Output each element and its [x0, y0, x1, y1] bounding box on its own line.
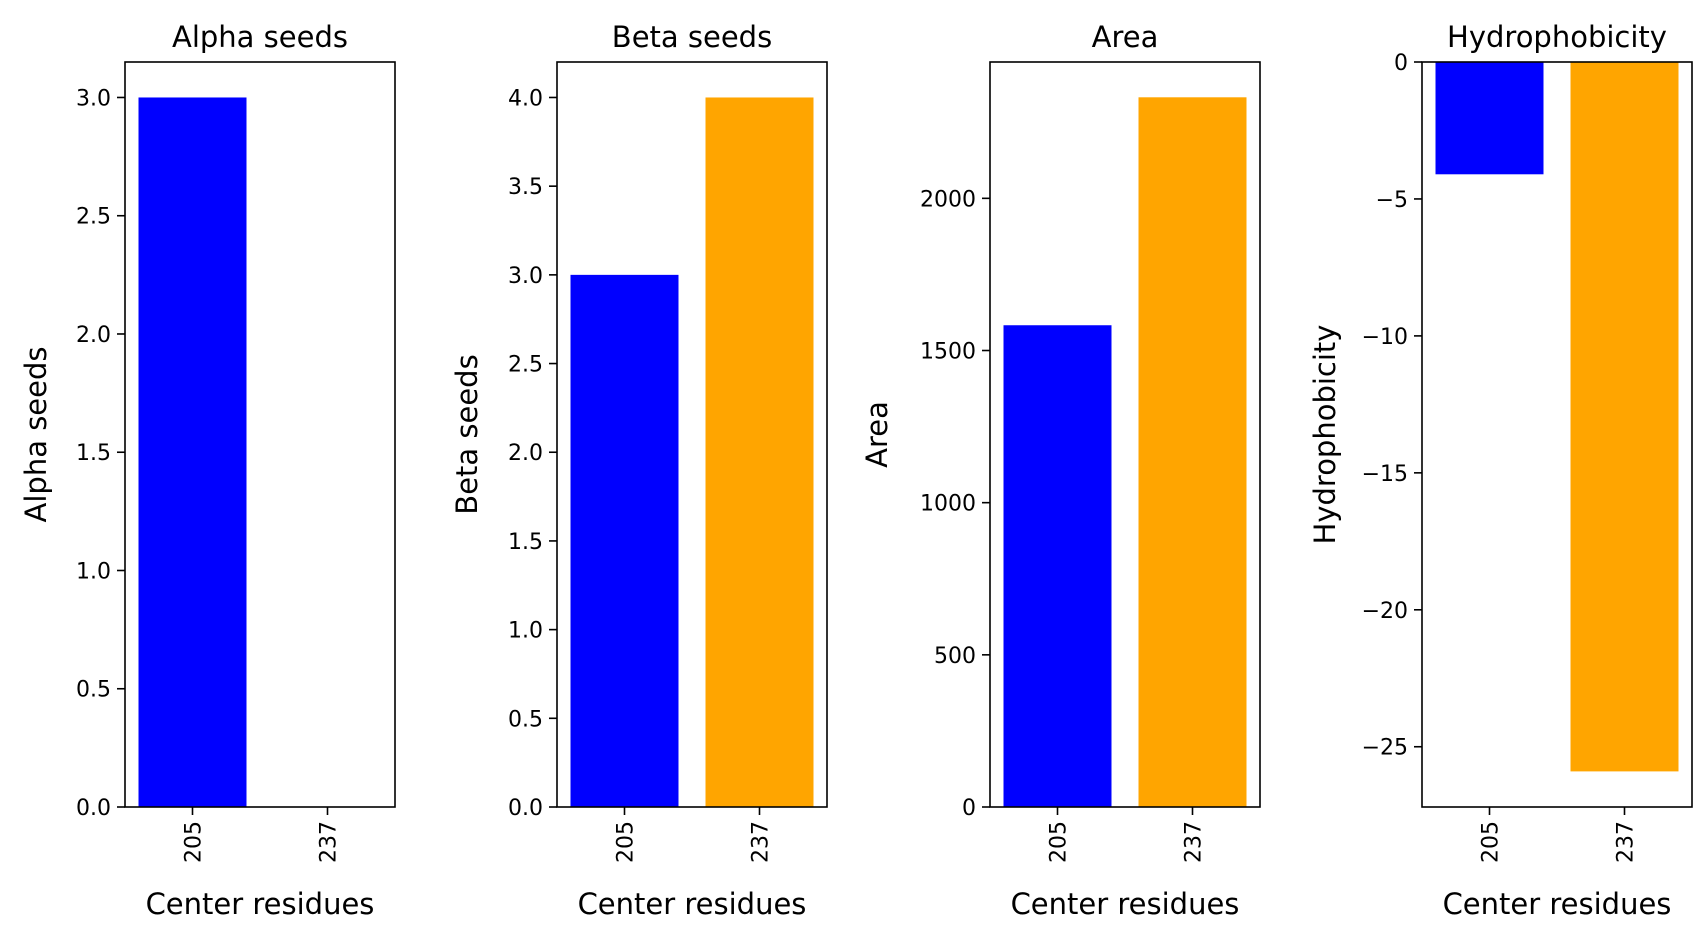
plot-frame	[1421, 61, 1693, 808]
y-tick-label: 2.5	[76, 205, 111, 230]
bar-237	[705, 97, 814, 807]
x-tick-label: 205	[614, 821, 639, 863]
plot-frame	[989, 61, 1261, 808]
bar-205	[1435, 62, 1544, 175]
chart-title: Beta seeds	[612, 20, 772, 54]
y-tick-label: 1.0	[508, 619, 543, 644]
y-tick-label: 0.5	[76, 678, 111, 703]
y-axis-label: Area	[860, 401, 894, 468]
y-tick-label: 2.0	[76, 323, 111, 348]
y-tick-label: 1.5	[76, 441, 111, 466]
x-tick-label: 237	[749, 821, 774, 863]
x-axis-label: Center residues	[1443, 887, 1672, 921]
y-tick-label: 0	[962, 796, 976, 821]
y-tick-label: 0.0	[508, 796, 543, 821]
bar-237	[1138, 97, 1247, 807]
plot-frame	[124, 61, 396, 808]
y-tick-label: −5	[1376, 188, 1408, 213]
y-tick-label: −25	[1362, 736, 1408, 761]
x-tick-label: 205	[182, 821, 207, 863]
bar-237	[1570, 62, 1679, 772]
y-tick-label: 0	[1394, 51, 1408, 76]
y-tick-label: −10	[1362, 325, 1408, 350]
x-axis-label: Center residues	[578, 887, 807, 921]
y-tick-label: 1.5	[508, 530, 543, 555]
x-tick-label: 205	[1479, 821, 1504, 863]
y-tick-label: 1500	[920, 340, 976, 365]
bar-205	[138, 97, 247, 807]
x-tick-label: 237	[317, 821, 342, 863]
bar-205	[1003, 325, 1112, 807]
y-tick-label: −20	[1362, 599, 1408, 624]
chart-title: Alpha seeds	[172, 20, 348, 54]
x-tick-label: 237	[1614, 821, 1639, 863]
y-tick-label: 3.0	[76, 86, 111, 111]
chart-panel-4: 0 −5 −10 −15 −20 −25 205 237 Hydrophobicity Cente…	[1308, 20, 1693, 921]
y-axis-label: Alpha seeds	[19, 347, 53, 523]
x-tick-label: 237	[1182, 821, 1207, 863]
y-tick-label: 0.5	[508, 707, 543, 732]
y-tick-label: 1.0	[76, 559, 111, 584]
chart-title: Hydrophobicity	[1447, 20, 1667, 54]
y-tick-label: 500	[934, 644, 976, 669]
chart-panel-2: 0.0 0.5 1.0 1.5 2.0 2.5 3.0 3.5 4.0 205 237 Beta se…	[450, 20, 828, 921]
bar-205	[570, 274, 679, 807]
chart-title: Area	[1092, 20, 1159, 54]
y-tick-label: 2.5	[508, 353, 543, 378]
chart-panel-1: 0.0 0.5 1.0 1.5 2.0 2.5 3.0 205 237 Alpha seeds Ce…	[19, 20, 396, 921]
chart-panel-3: 0 500 1000 1500 2000 205 237 Area Center residue…	[860, 20, 1261, 921]
x-tick-label: 205	[1047, 821, 1072, 863]
y-tick-label: 0.0	[76, 796, 111, 821]
y-tick-label: 3.0	[508, 264, 543, 289]
y-tick-label: 2000	[920, 187, 976, 212]
y-tick-label: 3.5	[508, 175, 543, 200]
plot-frame	[556, 61, 828, 808]
y-axis-label: Hydrophobicity	[1308, 325, 1342, 545]
y-tick-label: 4.0	[508, 86, 543, 111]
x-axis-label: Center residues	[146, 887, 375, 921]
y-tick-label: −15	[1362, 462, 1408, 487]
y-axis-label: Beta seeds	[450, 354, 484, 514]
y-tick-label: 2.0	[508, 441, 543, 466]
y-tick-label: 1000	[920, 492, 976, 517]
x-axis-label: Center residues	[1011, 887, 1240, 921]
